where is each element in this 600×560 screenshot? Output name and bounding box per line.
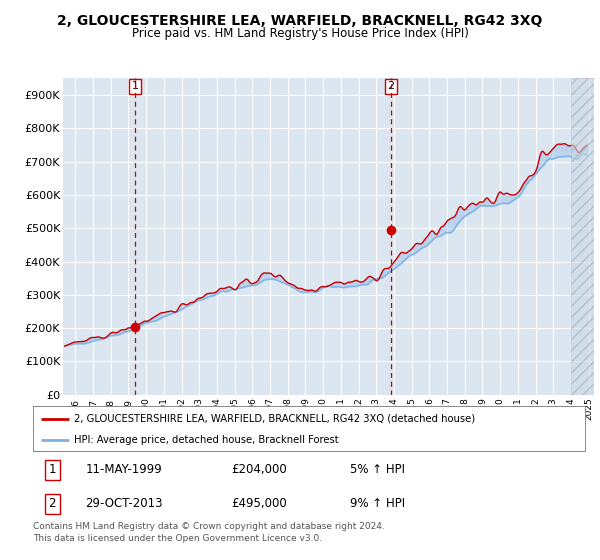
Text: 5% ↑ HPI: 5% ↑ HPI bbox=[350, 463, 406, 476]
Text: 9% ↑ HPI: 9% ↑ HPI bbox=[350, 497, 406, 510]
Text: HPI: Average price, detached house, Bracknell Forest: HPI: Average price, detached house, Brac… bbox=[74, 435, 339, 445]
Text: Contains HM Land Registry data © Crown copyright and database right 2024.
This d: Contains HM Land Registry data © Crown c… bbox=[33, 522, 385, 543]
Text: £204,000: £204,000 bbox=[232, 463, 287, 476]
Text: £495,000: £495,000 bbox=[232, 497, 287, 510]
Text: 2, GLOUCESTERSHIRE LEA, WARFIELD, BRACKNELL, RG42 3XQ: 2, GLOUCESTERSHIRE LEA, WARFIELD, BRACKN… bbox=[58, 14, 542, 28]
Text: 11-MAY-1999: 11-MAY-1999 bbox=[85, 463, 162, 476]
Text: 2, GLOUCESTERSHIRE LEA, WARFIELD, BRACKNELL, RG42 3XQ (detached house): 2, GLOUCESTERSHIRE LEA, WARFIELD, BRACKN… bbox=[74, 413, 476, 423]
Text: 2: 2 bbox=[49, 497, 56, 510]
Text: 1: 1 bbox=[49, 463, 56, 476]
Text: 2: 2 bbox=[388, 81, 395, 91]
Bar bbox=[571, 78, 594, 395]
Text: Price paid vs. HM Land Registry's House Price Index (HPI): Price paid vs. HM Land Registry's House … bbox=[131, 27, 469, 40]
Text: 1: 1 bbox=[131, 81, 139, 91]
Text: 29-OCT-2013: 29-OCT-2013 bbox=[85, 497, 163, 510]
